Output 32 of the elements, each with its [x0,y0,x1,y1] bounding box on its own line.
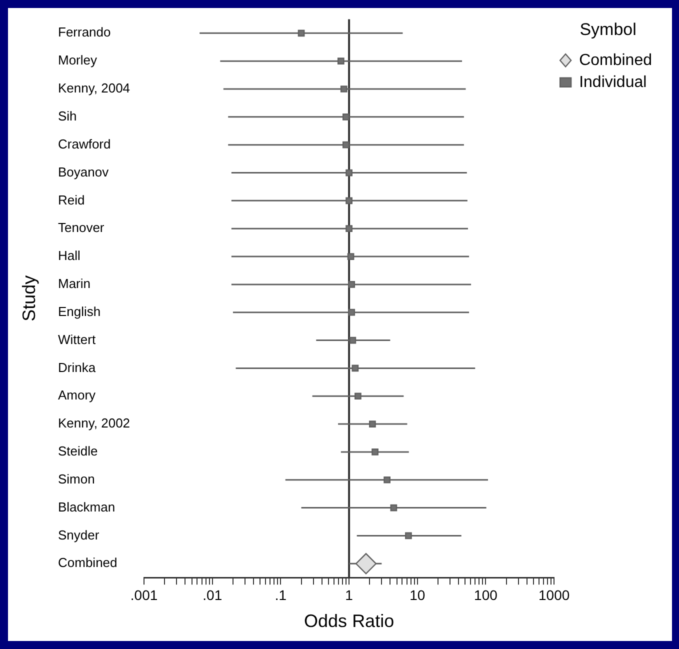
x-tick-label: .1 [274,586,287,603]
legend-title: Symbol [580,20,636,40]
x-tick-label: 1000 [538,586,570,603]
y-tick-label: Steidle [58,444,98,459]
y-axis-title: Study [18,275,39,322]
y-tick-label: Marin [58,276,91,292]
legend-label: Combined [579,52,652,69]
y-tick-label: Boyanov [58,164,110,180]
y-tick-label: Blackman [58,499,116,514]
y-tick-label: Drinka [58,360,96,375]
x-tick-label: 100 [474,586,498,603]
y-tick-label: Simon [58,471,95,486]
y-tick-label: Amory [58,388,96,403]
y-tick-label: Reid [58,192,85,208]
y-tick-label: Wittert [58,332,96,347]
y-tick-label: Sih [58,108,77,124]
y-tick-label: Kenny, 2004 [58,80,130,96]
x-tick-label: .001 [130,586,158,603]
y-tick-label: Morley [58,52,98,68]
y-tick-label: English [58,304,101,319]
x-tick-label: 1 [345,586,354,603]
legend-label: Individual [579,74,647,91]
x-tick-label: .01 [202,586,222,603]
y-tick-label: Crawford [58,136,111,152]
y-tick-label: Hall [58,248,81,264]
y-tick-label: Kenny, 2002 [58,416,130,431]
y-tick-label: Ferrando [58,24,111,40]
x-axis-title: Odds Ratio [304,611,394,632]
y-tick-label: Snyder [58,527,100,542]
x-tick-label: 10 [410,586,426,603]
y-tick-label: Tenover [58,220,105,236]
y-tick-label: Combined [58,555,118,570]
